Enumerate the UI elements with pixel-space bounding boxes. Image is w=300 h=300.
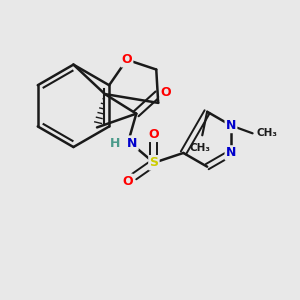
Text: N: N — [226, 119, 236, 132]
Text: CH₃: CH₃ — [190, 143, 211, 153]
Text: O: O — [122, 175, 133, 188]
Text: CH₃: CH₃ — [256, 128, 278, 138]
Text: N: N — [226, 146, 236, 159]
Text: S: S — [149, 156, 158, 169]
Text: O: O — [122, 53, 132, 66]
Text: O: O — [148, 128, 159, 141]
Text: N: N — [127, 136, 137, 150]
Text: H: H — [110, 136, 120, 150]
Text: O: O — [160, 85, 171, 99]
